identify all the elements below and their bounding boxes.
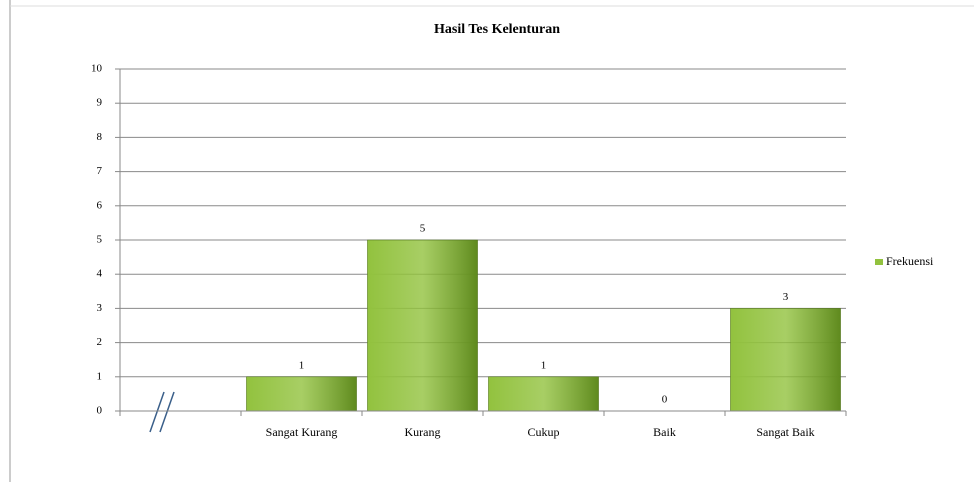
- data-label: 1: [299, 359, 305, 371]
- bar: [367, 239, 478, 412]
- legend-swatch: [875, 259, 883, 265]
- y-tick-label: 1: [97, 370, 103, 382]
- break-mark: [149, 391, 165, 433]
- x-tick-label: Kurang: [405, 425, 441, 439]
- y-tick-label: 8: [97, 131, 103, 143]
- y-tick-label: 0: [97, 405, 103, 417]
- y-tick-label: 4: [97, 268, 103, 280]
- x-tick-label: Sangat Baik: [756, 425, 814, 439]
- y-tick-label: 2: [97, 336, 103, 348]
- data-label: 1: [541, 359, 547, 371]
- y-tick-label: 6: [97, 199, 103, 211]
- x-tick-label: Sangat Kurang: [266, 425, 338, 439]
- chart-title: Hasil Tes Kelenturan: [434, 22, 560, 37]
- bar: [730, 308, 841, 412]
- y-tick-label: 9: [97, 97, 103, 109]
- y-tick-label: 5: [97, 234, 103, 246]
- legend-label: Frekuensi: [886, 254, 934, 268]
- bar: [246, 376, 357, 412]
- y-tick-label: 10: [91, 63, 103, 75]
- y-tick-label: 3: [97, 302, 103, 314]
- data-label: 5: [420, 223, 426, 235]
- bar: [488, 376, 599, 412]
- y-tick-label: 7: [97, 165, 103, 177]
- x-tick-label: Cukup: [527, 425, 559, 439]
- data-label: 0: [662, 394, 668, 406]
- x-tick-label: Baik: [653, 425, 676, 439]
- break-mark: [159, 391, 175, 433]
- data-label: 3: [783, 291, 789, 303]
